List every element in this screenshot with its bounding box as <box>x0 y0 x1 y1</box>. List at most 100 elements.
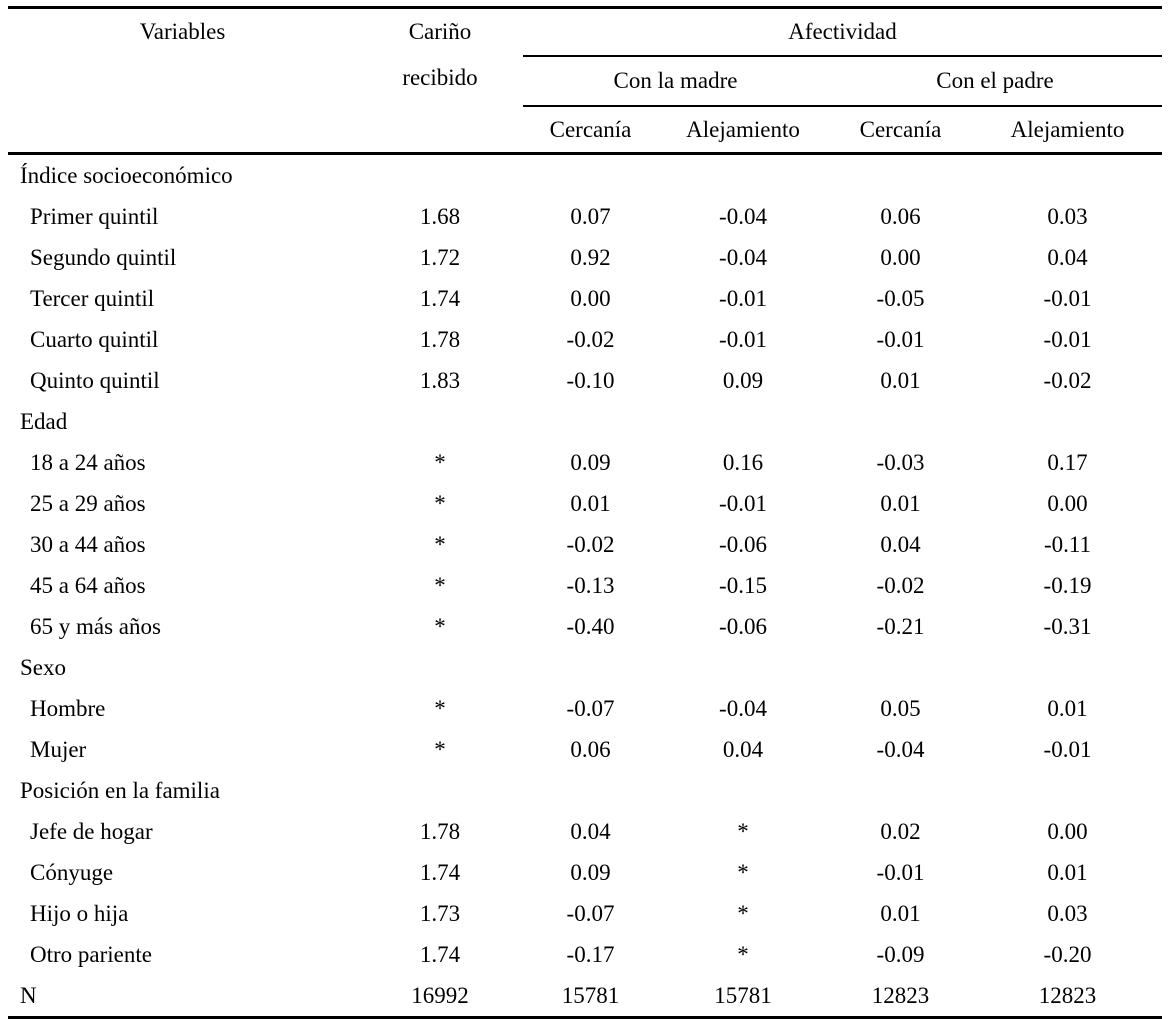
table-section-row: Sexo <box>8 647 1162 688</box>
cell-padre-cercania: -0.09 <box>876 942 925 967</box>
table-row: 18 a 24 años * 0.09 0.16 -0.03 0.17 <box>8 442 1162 483</box>
cell-madre-alejamiento: -0.01 <box>719 286 767 311</box>
cell-madre-alejamiento: -0.01 <box>719 327 767 352</box>
cell-carino-recibido: 1.78 <box>419 327 461 352</box>
col-header-madre-cercania: Cercanía <box>523 106 658 155</box>
group-header-con-la-madre: Con la madre <box>523 56 828 107</box>
cell-madre-cercania: 0.92 <box>570 245 611 270</box>
cell-padre-cercania: 0.06 <box>880 204 921 229</box>
cell-padre-alejamiento: -0.01 <box>1043 737 1092 762</box>
cell-padre-alejamiento: 0.00 <box>1047 819 1088 844</box>
cell-madre-cercania: 0.09 <box>570 860 611 885</box>
cell-carino-recibido: 1.74 <box>419 860 461 885</box>
cell-padre-cercania: -0.02 <box>876 573 925 598</box>
table-row: 45 a 64 años * -0.13 -0.15 -0.02 -0.19 <box>8 565 1162 606</box>
table-header: Variables Cariño recibido Afectividad Co… <box>8 7 1162 155</box>
cell-madre-cercania: 0.04 <box>570 819 611 844</box>
table-row: 25 a 29 años * 0.01 -0.01 0.01 0.00 <box>8 483 1162 524</box>
cell-padre-alejamiento: 0.17 <box>1047 450 1088 475</box>
cell-carino-recibido: 16992 <box>411 983 469 1008</box>
cell-padre-cercania: 0.05 <box>880 696 921 721</box>
cell-carino-recibido: * <box>434 532 446 557</box>
cell-carino-recibido: * <box>434 573 446 598</box>
cell-madre-alejamiento: * <box>737 901 749 926</box>
col-header-padre-alejamiento: Alejamiento <box>973 106 1162 155</box>
table-total-row: N 16992 15781 15781 12823 12823 <box>8 975 1162 1018</box>
cell-carino-recibido: * <box>434 450 446 475</box>
cell-madre-alejamiento: 0.16 <box>722 450 764 475</box>
table-row: Primer quintil 1.68 0.07 -0.04 0.06 0.03 <box>8 196 1162 237</box>
group-header-con-el-padre: Con el padre <box>828 56 1162 107</box>
col-header-madre-alejamiento: Alejamiento <box>658 106 828 155</box>
cell-padre-alejamiento: -0.11 <box>1043 532 1092 557</box>
cell-madre-cercania: 0.01 <box>570 491 611 516</box>
table-body: Índice socioeconómico Primer quintil 1.6… <box>8 154 1162 1018</box>
cell-madre-cercania: -0.02 <box>566 532 615 557</box>
cell-madre-cercania: -0.40 <box>566 614 615 639</box>
cell-padre-alejamiento: 0.00 <box>1047 491 1088 516</box>
col-header-variables: Variables <box>8 7 357 155</box>
cell-madre-cercania: -0.07 <box>566 901 615 926</box>
cell-padre-alejamiento: 0.03 <box>1047 901 1088 926</box>
cell-madre-alejamiento: 0.09 <box>722 368 764 393</box>
table-row: Cónyuge 1.74 0.09 * -0.01 0.01 <box>8 852 1162 893</box>
cell-madre-cercania: -0.10 <box>566 368 615 393</box>
cell-carino-recibido: * <box>434 696 446 721</box>
cell-madre-alejamiento: -0.04 <box>719 696 767 721</box>
cell-padre-cercania: 0.00 <box>880 245 921 270</box>
row-label: Hombre <box>30 696 106 721</box>
section-label: Posición en la familia <box>20 778 220 803</box>
table-row: Mujer * 0.06 0.04 -0.04 -0.01 <box>8 729 1162 770</box>
cell-madre-alejamiento: -0.04 <box>719 204 767 229</box>
row-label: 25 a 29 años <box>30 491 146 516</box>
cell-carino-recibido: 1.74 <box>419 286 461 311</box>
table-section-row: Edad <box>8 401 1162 442</box>
section-label: Edad <box>20 409 68 434</box>
cell-padre-alejamiento: -0.01 <box>1043 286 1092 311</box>
cell-padre-alejamiento: -0.31 <box>1043 614 1092 639</box>
cell-madre-alejamiento: -0.06 <box>719 532 767 557</box>
cell-padre-cercania: -0.05 <box>876 286 925 311</box>
row-label: Quinto quintil <box>30 368 160 393</box>
section-label: Sexo <box>20 655 66 680</box>
table-row: Segundo quintil 1.72 0.92 -0.04 0.00 0.0… <box>8 237 1162 278</box>
cell-padre-alejamiento: 0.01 <box>1047 696 1088 721</box>
col-header-carino-recibido: Cariño recibido <box>357 7 523 155</box>
col-header-padre-cercania: Cercanía <box>828 106 973 155</box>
header-row-groups: Variables Cariño recibido Afectividad <box>8 7 1162 155</box>
cell-padre-cercania: 12823 <box>871 983 930 1008</box>
cell-carino-recibido: 1.83 <box>419 368 461 393</box>
carino-header-line2: recibido <box>402 65 478 90</box>
cell-carino-recibido: * <box>434 614 446 639</box>
cell-madre-cercania: -0.07 <box>566 696 615 721</box>
row-label: N <box>20 983 37 1008</box>
table-row: 65 y más años * -0.40 -0.06 -0.21 -0.31 <box>8 606 1162 647</box>
cell-padre-alejamiento: 12823 <box>1038 983 1097 1008</box>
row-label: 30 a 44 años <box>30 532 146 557</box>
cell-madre-alejamiento: -0.06 <box>719 614 767 639</box>
cell-madre-alejamiento: * <box>737 819 749 844</box>
section-label: Índice socioeconómico <box>20 163 233 188</box>
table-row: Hijo o hija 1.73 -0.07 * 0.01 0.03 <box>8 893 1162 934</box>
cell-madre-cercania: -0.02 <box>566 327 615 352</box>
results-table: Variables Cariño recibido Afectividad Co… <box>8 6 1162 1019</box>
cell-madre-alejamiento: -0.04 <box>719 245 767 270</box>
cell-padre-cercania: -0.04 <box>876 737 925 762</box>
cell-carino-recibido: 1.73 <box>419 901 461 926</box>
cell-madre-cercania: 0.09 <box>570 450 611 475</box>
row-label: Otro pariente <box>30 942 152 967</box>
cell-carino-recibido: 1.74 <box>419 942 461 967</box>
row-label: 45 a 64 años <box>30 573 146 598</box>
cell-madre-alejamiento: -0.15 <box>719 573 767 598</box>
row-label: 18 a 24 años <box>30 450 146 475</box>
cell-carino-recibido: * <box>434 491 446 516</box>
table-row: Quinto quintil 1.83 -0.10 0.09 0.01 -0.0… <box>8 360 1162 401</box>
table-row: Hombre * -0.07 -0.04 0.05 0.01 <box>8 688 1162 729</box>
cell-padre-cercania: 0.02 <box>880 819 921 844</box>
cell-padre-alejamiento: -0.19 <box>1043 573 1092 598</box>
table-row: Jefe de hogar 1.78 0.04 * 0.02 0.00 <box>8 811 1162 852</box>
table-section-row: Posición en la familia <box>8 770 1162 811</box>
table-section-row: Índice socioeconómico <box>8 154 1162 197</box>
cell-padre-alejamiento: 0.04 <box>1047 245 1088 270</box>
row-label: Segundo quintil <box>30 245 177 270</box>
